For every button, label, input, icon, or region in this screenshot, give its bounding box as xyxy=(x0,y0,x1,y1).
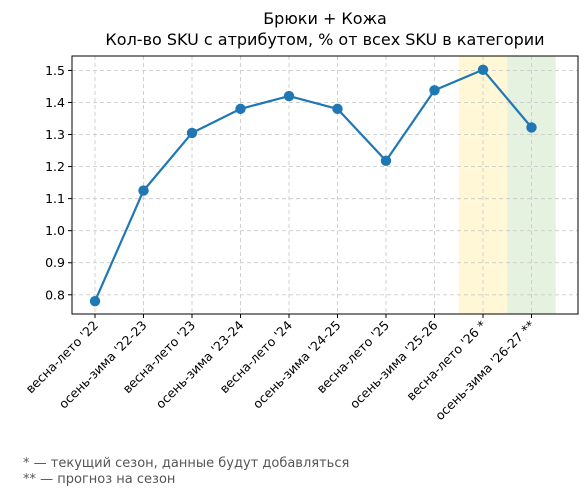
data-point xyxy=(138,185,149,196)
data-point xyxy=(429,85,440,96)
y-tick-label: 1.5 xyxy=(45,63,65,78)
data-point xyxy=(477,64,489,75)
plot-area-frame xyxy=(71,55,579,315)
data-point xyxy=(332,103,343,115)
footnote-forecast: ** — прогноз на сезон xyxy=(23,472,176,487)
data-point xyxy=(89,295,101,307)
y-tick-label: 1.0 xyxy=(45,223,65,238)
y-tick-label: 1.3 xyxy=(45,127,65,142)
y-tick-label: 1.2 xyxy=(45,159,65,174)
x-tick-label: осень-зима '23-24 xyxy=(153,317,247,411)
grid xyxy=(72,56,578,314)
y-tick-label: 0.8 xyxy=(45,287,65,302)
chart-title: Брюки + Кожа xyxy=(263,9,387,28)
x-tick-label: осень-зима '26-27 ** xyxy=(432,318,538,424)
chart-subtitle: Кол-во SKU с атрибутом, % от всех SKU в … xyxy=(105,30,544,49)
season-highlight-bands xyxy=(458,56,556,314)
series-line xyxy=(93,68,533,302)
x-tick-label: осень-зима '24-25 xyxy=(250,318,344,412)
data-point xyxy=(380,155,392,167)
y-axis: 0.8 0.9 1.0 1.1 1.2 1.3 1.4 1.5 xyxy=(45,63,72,302)
x-tick-label: осень-зима '22-23 xyxy=(56,318,150,412)
data-point xyxy=(526,122,537,133)
series-layer xyxy=(89,64,537,307)
y-tick-label: 0.9 xyxy=(45,255,65,270)
data-point xyxy=(186,127,198,139)
x-tick-label: осень-зима '25-26 xyxy=(347,317,441,411)
y-tick-label: 1.1 xyxy=(45,191,65,206)
data-point xyxy=(235,103,246,115)
y-tick-label: 1.4 xyxy=(45,95,65,110)
footnote-current-season: * — текущий сезон, данные будут добавлят… xyxy=(23,456,350,471)
data-point xyxy=(283,90,295,102)
